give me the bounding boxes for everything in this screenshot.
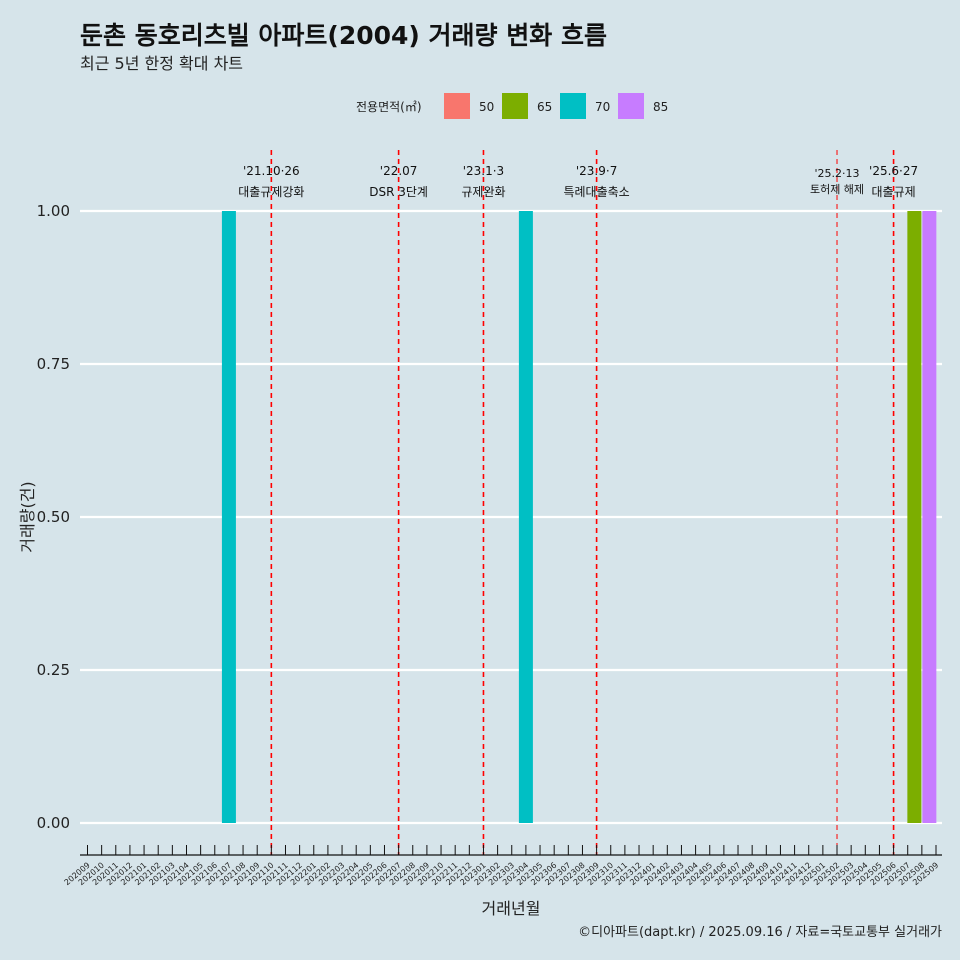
caption: ©디아파트(dapt.kr) / 2025.09.16 / 자료=국토교통부 실… [578,925,942,940]
legend-label-50: 50 [479,100,494,114]
y-tick-label: 0.50 [37,508,70,526]
legend-key-50 [444,93,470,119]
bar-202508-85 [922,211,937,823]
y-axis-label: 거래량(건) [18,481,37,552]
event-label-202301: 규제완화 [461,185,505,199]
event-date-202301: '23.1·3 [463,164,504,178]
y-tick-label: 0.25 [37,661,70,679]
event-date-202309: '23.9·7 [576,164,617,178]
event-lines: '21.10·26 대출규제강화 '22.07 DSR 3단계 '23.1·3 규제완화 '… [238,150,918,855]
legend-key-85 [618,93,644,119]
y-tick-label: 0.00 [37,814,70,832]
legend: 전용면적(㎡) 50 65 70 85 [356,93,668,119]
event-date-202506: '25.6·27 [869,164,918,178]
chart-subtitle: 최근 5년 한정 확대 차트 [80,54,243,73]
chart-title: 둔촌 동호리츠빌 아파트(2004) 거래량 변화 흐름 [80,21,607,50]
event-label-202207: DSR 3단계 [369,185,428,199]
event-date-202207: '22.07 [380,164,418,178]
legend-label-65: 65 [537,100,552,114]
event-label-202502: 토허제 해제 [810,182,864,196]
legend-label-70: 70 [595,100,610,114]
y-tick-label: 1.00 [37,202,70,220]
legend-label-85: 85 [653,100,668,114]
grid [80,209,942,825]
y-tick-labels: 0.00 0.25 0.50 0.75 1.00 [37,202,70,832]
bar-202304-70 [518,211,533,823]
event-date-202110: '21.10·26 [243,164,300,178]
legend-key-70 [560,93,586,119]
event-label-202506: 대출규제 [871,185,915,199]
x-axis-label: 거래년월 [482,899,541,918]
bars [221,211,937,823]
event-label-202309: 특례대출축소 [563,185,629,199]
legend-title: 전용면적(㎡) [356,100,422,114]
legend-key-65 [502,93,528,119]
x-axis: 2020092020102020112020122021012021022021… [63,845,942,887]
bar-202508-65 [907,211,922,823]
y-tick-label: 0.75 [37,355,70,373]
event-label-202110: 대출규제강화 [238,185,304,199]
bar-202107-70 [221,211,236,823]
event-date-202502: '25.2·13 [815,167,860,180]
